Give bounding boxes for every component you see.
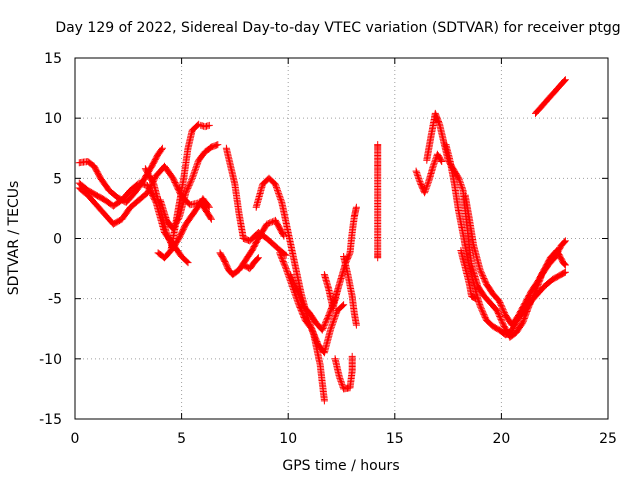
marker-track <box>412 150 446 197</box>
series-track-p <box>340 253 360 329</box>
series-track-q <box>374 141 382 262</box>
series-track-f <box>156 141 222 233</box>
axis-ticks <box>74 57 609 420</box>
marker-track <box>156 141 222 233</box>
series-track-w <box>532 76 569 117</box>
y-tick-label: 10 <box>44 111 62 127</box>
series-track-n <box>320 271 341 312</box>
x-tick-label: 5 <box>177 431 186 447</box>
x-tick-label: 15 <box>386 431 404 447</box>
series-track-r <box>412 150 446 197</box>
x-tick-label: 0 <box>71 431 80 447</box>
series-track-o <box>331 352 356 393</box>
y-tick-label: -10 <box>39 352 62 368</box>
y-tick-labels: -15 -10 -5 0 5 10 15 <box>39 51 62 428</box>
marker-track <box>461 191 569 329</box>
series-track-g <box>197 121 213 131</box>
y-tick-label: -5 <box>48 292 62 308</box>
marker-track <box>532 76 569 117</box>
chart-title: Day 129 of 2022, Sidereal Day-to-day VTE… <box>55 20 620 36</box>
marker-track <box>457 247 480 303</box>
marker-track <box>331 352 356 393</box>
marker-track <box>197 121 213 131</box>
x-tick-labels: 0 5 10 15 20 25 <box>71 431 617 447</box>
series-track-u <box>457 247 480 303</box>
series-track-i <box>222 144 290 259</box>
x-axis-label: GPS time / hours <box>282 458 399 474</box>
y-tick-label: 0 <box>53 232 62 248</box>
marker-track <box>222 144 290 259</box>
marker-track <box>374 141 382 262</box>
x-tick-label: 25 <box>599 431 617 447</box>
marker-track <box>320 271 341 312</box>
series-track-l <box>239 254 262 273</box>
marker-track <box>239 254 262 273</box>
marker-track <box>340 253 360 329</box>
y-tick-label: -15 <box>39 412 62 428</box>
y-tick-label: 15 <box>44 51 62 67</box>
x-tick-label: 10 <box>279 431 297 447</box>
series-track-v <box>461 191 569 329</box>
plot-frame <box>74 57 609 420</box>
grid <box>75 58 608 419</box>
y-tick-label: 5 <box>53 171 62 187</box>
series-track-j <box>252 174 328 405</box>
x-tick-label: 20 <box>492 431 510 447</box>
data-points <box>75 76 569 405</box>
y-axis-label: SDTVAR / TECUs <box>6 181 22 296</box>
marker-track <box>252 174 328 405</box>
